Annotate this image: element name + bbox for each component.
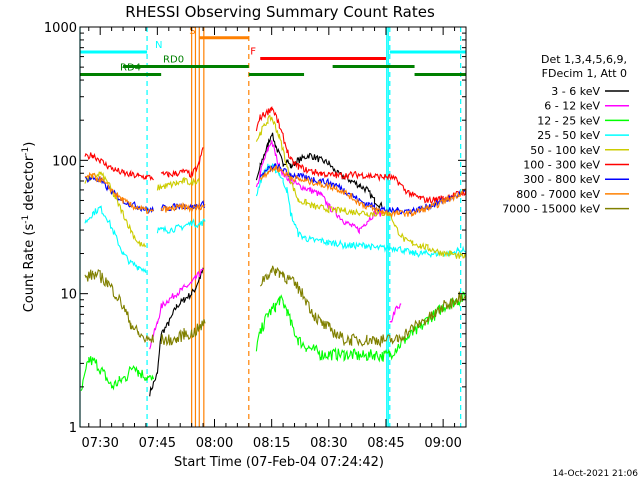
legend-header: Det 1,3,4,5,6,9,	[541, 53, 627, 66]
legend-entry: 6 - 12 keV	[544, 100, 600, 113]
chart-title: RHESSI Observing Summary Count Rates	[125, 3, 435, 21]
y-tick-label: 10	[60, 288, 77, 303]
legend-header: FDecim 1, Att 0	[542, 67, 627, 80]
legend-entry: 3 - 6 keV	[551, 85, 600, 98]
legend: Det 1,3,4,5,6,9,FDecim 1, Att 0 3 - 6 keV…	[502, 53, 629, 216]
state-bar-label: F	[250, 47, 256, 58]
series-line	[149, 140, 402, 350]
y-axis: 1 10 100 1000	[44, 21, 466, 436]
x-tick-label: 07:30	[81, 436, 118, 451]
y-tick-label: 1	[69, 421, 77, 436]
series-line	[84, 162, 467, 273]
y-axis-label-sup: -1	[21, 147, 31, 156]
x-axis-label: Start Time (07-Feb-04 07:24:42)	[174, 455, 384, 470]
legend-entry: 12 - 25 keV	[537, 114, 600, 127]
y-axis-label-part: )	[22, 142, 37, 147]
y-tick-label: 1000	[44, 21, 77, 36]
x-tick-label: 08:45	[367, 436, 404, 451]
state-bar-label: RD4	[120, 63, 141, 74]
legend-entry: 300 - 800 keV	[523, 173, 600, 186]
state-bar-label: RD0	[163, 55, 184, 66]
series-line	[84, 265, 467, 348]
legend-entry: 100 - 300 keV	[523, 159, 600, 172]
x-tick-label: 08:30	[310, 436, 347, 451]
state-bar-label: S	[189, 26, 195, 37]
x-tick-label: 09:00	[424, 436, 461, 451]
legend-entry: 7000 - 15000 keV	[502, 203, 600, 216]
x-tick-label: 08:15	[253, 436, 290, 451]
series-line	[80, 291, 467, 392]
footer-date: 14-Oct-2021 21:06	[553, 469, 639, 479]
legend-entry: 800 - 7000 keV	[516, 188, 600, 201]
series-line	[84, 164, 467, 219]
state-bar-label: N	[155, 40, 162, 51]
x-axis: 07:30 07:45 08:00 08:15 08:30 08:45 09:00	[81, 27, 462, 451]
x-tick-label: 07:45	[139, 436, 176, 451]
y-tick-label: 100	[52, 154, 77, 169]
series-line	[84, 106, 467, 204]
y-axis-label: Count Rate (s-1 detector-1)	[21, 142, 37, 313]
plot-frame	[79, 26, 467, 428]
y-axis-label-part: detector	[22, 155, 37, 215]
series-line	[149, 132, 383, 397]
plot-area: N S F RD0 RD4	[79, 26, 467, 427]
y-axis-label-part: Count Rate (s	[22, 224, 37, 313]
y-axis-label-sup: -1	[21, 215, 31, 224]
series-line	[84, 114, 467, 259]
legend-entry: 50 - 100 keV	[530, 144, 600, 157]
legend-entry: 25 - 50 keV	[537, 129, 600, 142]
x-tick-label: 08:00	[196, 436, 233, 451]
